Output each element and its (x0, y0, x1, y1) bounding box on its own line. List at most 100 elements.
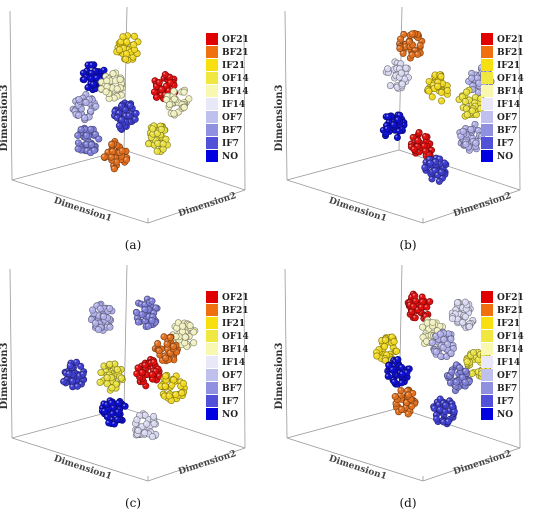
data-point (393, 134, 401, 142)
point-highlight (468, 353, 471, 356)
cluster-NO (98, 397, 129, 428)
point-highlight (134, 417, 137, 420)
point-highlight (409, 309, 412, 312)
point-highlight (149, 318, 152, 321)
data-point (169, 342, 177, 350)
point-highlight (434, 156, 437, 159)
data-point (103, 374, 111, 382)
data-point (381, 343, 389, 351)
point-highlight (393, 394, 396, 397)
data-point (73, 382, 81, 390)
data-point (467, 125, 475, 133)
point-highlight (112, 421, 115, 424)
panel-4: Dimension3 Dimension1 Dimension2 OF21 BF21 IF… (274, 264, 524, 510)
point-highlight (460, 320, 463, 323)
data-point (150, 420, 158, 428)
point-highlight (438, 74, 441, 77)
point-highlight (438, 332, 441, 335)
cluster-BF7 (74, 124, 103, 157)
point-highlight (382, 344, 385, 347)
point-highlight (415, 52, 418, 55)
point-highlight (112, 362, 115, 365)
data-point (170, 87, 178, 95)
axis-edge (422, 189, 521, 224)
data-point (87, 107, 95, 115)
data-point (395, 127, 403, 135)
point-highlight (123, 404, 126, 407)
point-highlight (86, 62, 89, 65)
point-highlight (111, 71, 114, 74)
legend-label: BF7 (497, 126, 517, 136)
point-highlight (476, 90, 479, 93)
legend-label: OF21 (497, 35, 524, 45)
data-point (89, 306, 97, 314)
point-highlight (75, 133, 78, 136)
z-axis-label: Dimension2 (177, 191, 237, 219)
point-highlight (135, 39, 138, 42)
point-highlight (399, 380, 402, 383)
legend-label: BF21 (497, 48, 524, 58)
cluster-IF14 (382, 58, 412, 92)
point-highlight (417, 130, 420, 133)
point-highlight (168, 351, 171, 354)
cluster-BF21 (151, 333, 181, 365)
data-point (394, 356, 402, 364)
point-highlight (110, 85, 113, 88)
point-highlight (68, 363, 71, 366)
data-point (65, 370, 73, 378)
data-point (435, 177, 443, 185)
point-highlight (72, 109, 75, 112)
point-highlight (415, 307, 418, 310)
legend-swatch (206, 98, 218, 110)
data-point (386, 82, 394, 90)
point-highlight (457, 130, 460, 133)
point-highlight (163, 373, 166, 376)
data-point (143, 420, 151, 428)
point-highlight (450, 311, 453, 314)
legend-label: BF14 (222, 345, 249, 355)
axis-edge (147, 447, 246, 482)
point-highlight (154, 95, 157, 98)
point-highlight (188, 323, 191, 326)
point-highlight (131, 42, 134, 45)
point-highlight (109, 400, 112, 403)
point-highlight (398, 37, 401, 40)
data-point (390, 338, 398, 346)
point-highlight (395, 357, 398, 360)
point-highlight (117, 47, 120, 50)
legend-swatch (206, 395, 218, 407)
cluster-OF21 (404, 290, 434, 322)
point-highlight (420, 325, 423, 328)
point-highlight (74, 360, 77, 363)
point-highlight (128, 103, 131, 106)
legend-label: BF14 (222, 87, 249, 97)
point-highlight (385, 126, 388, 129)
data-point (75, 111, 83, 119)
legend-swatch (206, 382, 218, 394)
point-highlight (157, 80, 160, 83)
point-highlight (182, 105, 185, 108)
point-highlight (430, 320, 433, 323)
point-highlight (182, 340, 185, 343)
data-point (186, 322, 194, 330)
data-point (118, 147, 126, 155)
data-point (391, 393, 399, 401)
point-highlight (157, 374, 160, 377)
point-highlight (432, 406, 435, 409)
point-highlight (392, 379, 395, 382)
legend-label: OF7 (497, 113, 518, 123)
data-point (166, 334, 174, 342)
legend: OF21 BF21 IF21 OF14 BF14 IF14 OF7 BF7 IF7 NO (481, 33, 524, 162)
point-highlight (82, 115, 85, 118)
point-highlight (115, 86, 118, 89)
data-point (411, 314, 419, 322)
cluster-NO (379, 111, 408, 142)
axis-edge (243, 33, 246, 191)
data-point (131, 115, 139, 123)
point-highlight (404, 405, 407, 408)
y-axis-label: Dimension3 (0, 84, 10, 151)
point-highlight (463, 99, 466, 102)
point-highlight (402, 76, 405, 79)
data-point (423, 303, 431, 311)
legend-swatch (206, 317, 218, 329)
